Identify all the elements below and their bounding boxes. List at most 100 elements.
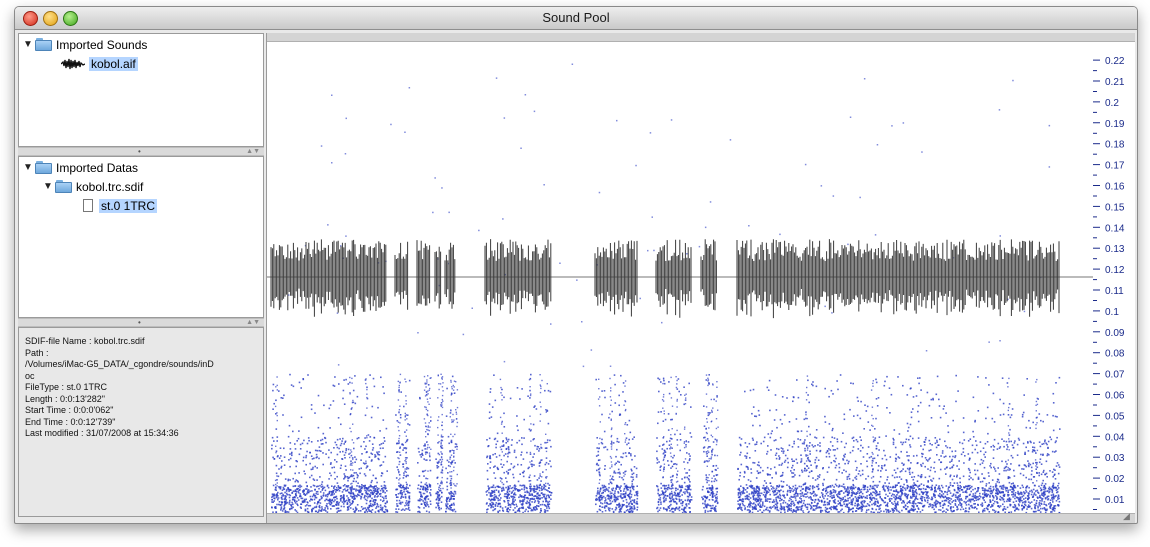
- scatter-point: [604, 502, 606, 504]
- scatter-point: [343, 403, 346, 405]
- scatter-point: [358, 490, 361, 492]
- scatter-point: [633, 508, 635, 510]
- scatter-point: [662, 470, 665, 472]
- y-axis-tick-label: 0.2: [1105, 98, 1119, 109]
- scatter-point: [523, 437, 525, 439]
- scatter-point: [291, 507, 293, 510]
- scatter-point: [399, 446, 401, 448]
- title-bar[interactable]: Sound Pool: [15, 7, 1137, 30]
- scatter-point: [350, 474, 353, 476]
- scatter-point: [609, 467, 611, 469]
- scatter-point: [856, 504, 859, 506]
- scatter-point: [426, 459, 428, 461]
- scatter-point: [611, 497, 613, 499]
- scatter-point: [508, 490, 511, 493]
- sound-file-item[interactable]: kobol.aif: [61, 55, 138, 72]
- scatter-point: [505, 493, 507, 495]
- sdif-plot-view[interactable]: 0.22 0.21 0.2 0.19 0.18 0.17 0.16 0.15 0.14 0.13 0…: [266, 33, 1135, 523]
- scatter-point: [893, 510, 896, 512]
- scatter-point: [772, 486, 774, 488]
- scatter-point: [708, 499, 711, 501]
- scatter-point: [892, 485, 894, 488]
- scatter-point: [898, 497, 901, 500]
- scatter-point: [549, 491, 551, 493]
- scatter-point: [382, 489, 384, 492]
- disclosure-triangle-icon[interactable]: ▼: [43, 181, 53, 192]
- scatter-point: [423, 389, 426, 391]
- scatter-point: [548, 500, 551, 503]
- scatter-point: [451, 375, 454, 378]
- scatter-point: [1038, 503, 1041, 506]
- close-button[interactable]: [23, 11, 38, 26]
- scatter-point: [545, 469, 547, 471]
- scatter-point: [275, 464, 278, 467]
- scatter-point: [424, 486, 427, 489]
- imported-datas-group[interactable]: ▼ Imported Datas: [23, 159, 138, 176]
- scatter-point: [975, 444, 978, 447]
- scatter-point: [371, 443, 374, 445]
- scatter-point: [836, 440, 839, 443]
- imported-sounds-group[interactable]: ▼ Imported Sounds: [23, 36, 147, 53]
- scatter-point: [878, 480, 881, 483]
- scatter-point: [283, 394, 285, 397]
- scatter-point: [382, 510, 385, 513]
- sdif-file-item[interactable]: ▼ kobol.trc.sdif: [43, 178, 143, 195]
- scatter-point: [417, 511, 419, 513]
- scatter-point: [332, 491, 335, 494]
- plot-canvas[interactable]: 0.220.210.20.190.180.170.160.150.140.130…: [267, 33, 1135, 523]
- scatter-point: [360, 445, 362, 448]
- scatter-point: [406, 414, 409, 416]
- scatter-point: [376, 492, 379, 495]
- scatter-point: [442, 436, 444, 438]
- scatter-point: [544, 463, 547, 466]
- scatter-point: [843, 488, 846, 490]
- scatter-point: [900, 450, 902, 453]
- scatter-point: [862, 484, 865, 487]
- scatter-point: [295, 460, 297, 462]
- scatter-point: [440, 487, 442, 490]
- scatter-point: [717, 467, 719, 469]
- splitter-top[interactable]: • ▲▼: [18, 147, 264, 156]
- splitter-bottom[interactable]: • ▲▼: [18, 318, 264, 327]
- zoom-button[interactable]: [63, 11, 78, 26]
- scatter-point: [527, 395, 529, 397]
- scatter-point: [846, 478, 849, 480]
- scatter-point: [344, 465, 347, 467]
- disclosure-triangle-icon[interactable]: ▼: [23, 162, 33, 173]
- scatter-point: [977, 410, 980, 412]
- scatter-point: [398, 429, 400, 432]
- scatter-point: [625, 505, 628, 507]
- scatter-point: [398, 470, 400, 473]
- scatter-point: [858, 487, 860, 490]
- scatter-point: [686, 499, 689, 502]
- scatter-point: [405, 403, 407, 405]
- scatter-point: [399, 405, 401, 407]
- scatter-point: [309, 504, 312, 507]
- scatter-point: [760, 442, 762, 445]
- datas-pane[interactable]: ▼ Imported Datas ▼ kobol.trc.sdif st.0 1…: [18, 156, 264, 318]
- scatter-point: [629, 511, 632, 513]
- scatter-point: [753, 507, 756, 509]
- scatter-point: [928, 404, 931, 407]
- scatter-point: [856, 466, 858, 469]
- scatter-point: [624, 493, 627, 495]
- scatter-point: [636, 493, 638, 495]
- scatter-point: [486, 494, 488, 496]
- scatter-point: [507, 447, 510, 449]
- scatter-point: [663, 463, 666, 465]
- scatter-point: [756, 498, 759, 501]
- scatter-point: [909, 444, 911, 446]
- scatter-point: [898, 495, 901, 497]
- sounds-pane[interactable]: ▼ Imported Sounds kobol.aif: [18, 33, 264, 147]
- scatter-point: [365, 462, 367, 465]
- disclosure-triangle-icon[interactable]: ▼: [23, 39, 33, 50]
- scatter-point: [546, 494, 548, 496]
- minimize-button[interactable]: [43, 11, 58, 26]
- info-end-time: End Time : 0:0:12'739": [25, 416, 116, 427]
- scatter-point: [292, 496, 294, 499]
- scatter-point: [374, 488, 377, 490]
- scatter-point: [706, 487, 709, 489]
- scatter-point: [618, 441, 620, 443]
- stream-item[interactable]: st.0 1TRC: [83, 197, 158, 214]
- scatter-point: [449, 458, 451, 460]
